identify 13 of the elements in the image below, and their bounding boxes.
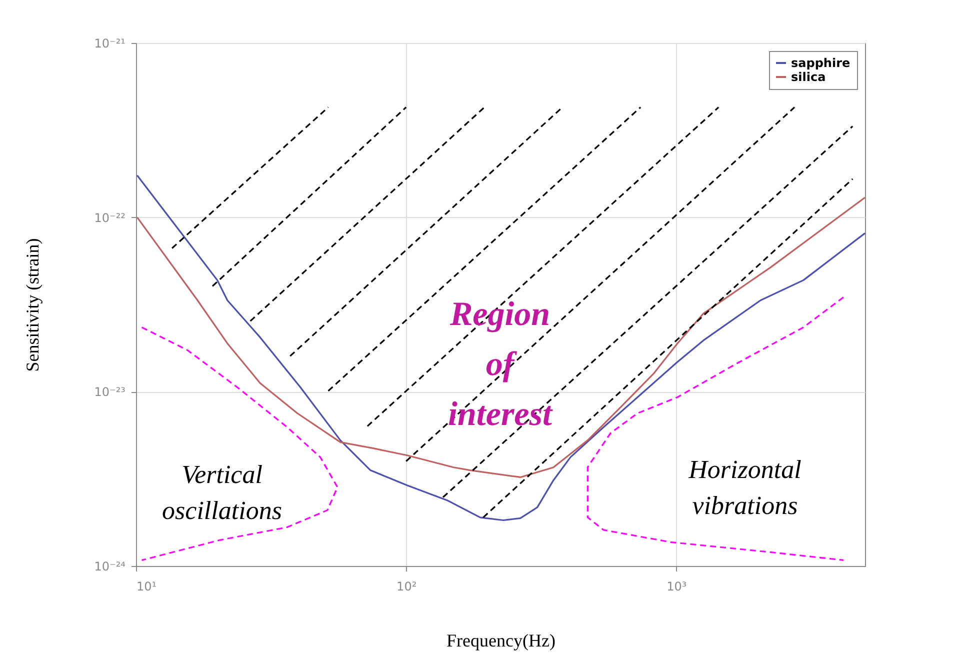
x-tick-label: 10²	[396, 580, 417, 594]
y-tick-label: 10⁻²⁴	[94, 560, 126, 574]
annotation: Horizontal vibrations	[688, 455, 802, 520]
x-axis-title: Frequency(Hz)	[446, 630, 556, 650]
y-tick-label: 10⁻²¹	[94, 36, 126, 50]
x-tick-label: 10¹	[136, 580, 157, 594]
legend-label: sapphire	[791, 56, 850, 70]
y-tick-label: 10⁻²³	[94, 385, 126, 400]
y-axis-title: Sensitivity (strain)	[22, 238, 42, 372]
y-tick-label: 10⁻²²	[94, 210, 126, 225]
annotation: Vertical oscillations	[162, 460, 282, 525]
x-tick-label: 10³	[666, 580, 687, 594]
legend-label: silica	[791, 70, 826, 84]
